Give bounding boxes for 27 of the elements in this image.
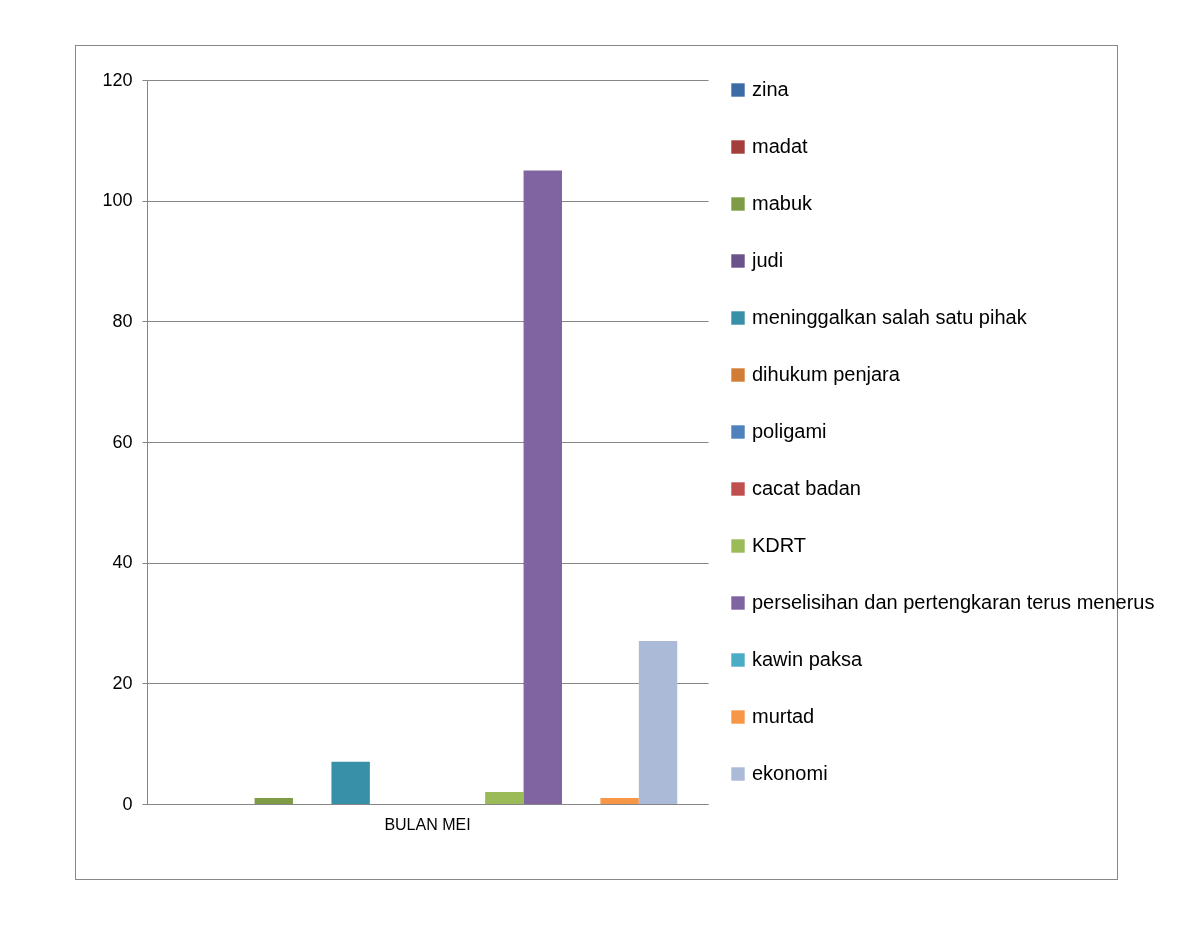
x-tick-label: BULAN MEI (384, 815, 471, 833)
legend-label: meninggalkan salah satu pihak (752, 306, 1028, 328)
y-tick-label: 40 (112, 552, 133, 573)
legend-label: murtad (752, 705, 815, 727)
legend-label: madat (752, 135, 809, 157)
y-tick-label: 20 (112, 672, 133, 693)
y-tick-label: 80 (112, 310, 133, 331)
legend-label: zina (752, 78, 790, 100)
bar (254, 797, 294, 804)
legend-label: judi (751, 249, 784, 271)
legend-label: KDRT (752, 534, 807, 556)
bar (638, 641, 678, 804)
legend-label: perselisihan dan pertengkaran terus menerus (752, 591, 1155, 613)
legend-label: kawin paksa (752, 648, 863, 670)
legend-label: dihukum penjara (752, 363, 901, 385)
legend-label: poligami (752, 420, 827, 442)
y-tick-label: 60 (112, 431, 133, 452)
legend-label: mabuk (752, 192, 814, 214)
y-tick-label: 0 (122, 793, 133, 814)
bar (523, 170, 562, 804)
bar (331, 761, 370, 804)
bar (600, 797, 639, 804)
y-tick-label: 120 (102, 69, 133, 90)
legend-label: cacat badan (752, 477, 861, 499)
bar (485, 791, 524, 804)
legend-label: ekonomi (752, 762, 828, 784)
y-tick-label: 100 (102, 190, 133, 211)
